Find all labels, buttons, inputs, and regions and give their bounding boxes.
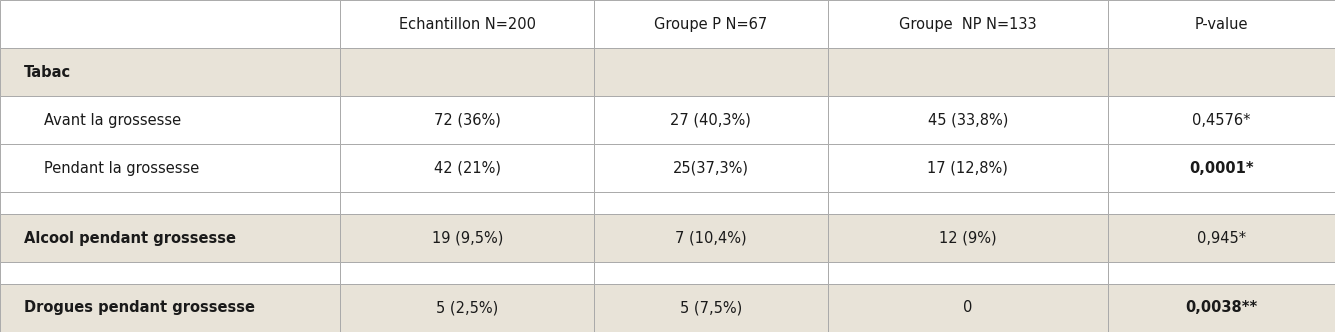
Bar — [1108, 96, 1335, 144]
Bar — [594, 284, 828, 332]
Text: Alcool pendant grossesse: Alcool pendant grossesse — [24, 231, 236, 246]
Text: 0,0001*: 0,0001* — [1189, 161, 1254, 176]
Bar — [0, 96, 340, 144]
Bar — [828, 144, 1108, 193]
Text: 5 (7,5%): 5 (7,5%) — [680, 300, 742, 315]
Bar — [594, 193, 828, 214]
Text: 25(37,3%): 25(37,3%) — [673, 161, 749, 176]
Text: 45 (33,8%): 45 (33,8%) — [928, 113, 1008, 128]
Text: 0,4576*: 0,4576* — [1192, 113, 1251, 128]
Bar — [1108, 214, 1335, 262]
Bar — [340, 48, 594, 96]
Bar — [594, 48, 828, 96]
Bar — [0, 144, 340, 193]
Bar — [340, 262, 594, 284]
Bar — [1108, 144, 1335, 193]
Bar — [0, 284, 340, 332]
Bar — [828, 48, 1108, 96]
Bar — [828, 193, 1108, 214]
Bar — [828, 96, 1108, 144]
Bar — [0, 262, 340, 284]
Bar — [0, 214, 340, 262]
Text: 42 (21%): 42 (21%) — [434, 161, 501, 176]
Bar — [1108, 284, 1335, 332]
Text: 0,945*: 0,945* — [1197, 231, 1246, 246]
Text: 0: 0 — [963, 300, 973, 315]
Bar — [1108, 193, 1335, 214]
Text: 19 (9,5%): 19 (9,5%) — [431, 231, 503, 246]
Bar — [594, 96, 828, 144]
Text: 27 (40,3%): 27 (40,3%) — [670, 113, 752, 128]
Text: Groupe  NP N=133: Groupe NP N=133 — [898, 17, 1037, 32]
Text: 12 (9%): 12 (9%) — [939, 231, 997, 246]
Bar — [340, 0, 594, 48]
Bar — [1108, 48, 1335, 96]
Bar — [594, 0, 828, 48]
Bar — [0, 193, 340, 214]
Text: Pendant la grossesse: Pendant la grossesse — [44, 161, 199, 176]
Text: Groupe P N=67: Groupe P N=67 — [654, 17, 768, 32]
Text: 7 (10,4%): 7 (10,4%) — [676, 231, 746, 246]
Bar — [594, 144, 828, 193]
Text: Echantillon N=200: Echantillon N=200 — [399, 17, 535, 32]
Bar — [340, 96, 594, 144]
Text: 0,0038**: 0,0038** — [1185, 300, 1258, 315]
Bar — [828, 0, 1108, 48]
Bar — [340, 144, 594, 193]
Bar — [828, 284, 1108, 332]
Bar — [594, 214, 828, 262]
Bar — [594, 262, 828, 284]
Bar — [1108, 0, 1335, 48]
Text: Tabac: Tabac — [24, 65, 71, 80]
Text: 5 (2,5%): 5 (2,5%) — [437, 300, 498, 315]
Text: Drogues pendant grossesse: Drogues pendant grossesse — [24, 300, 255, 315]
Bar — [828, 214, 1108, 262]
Text: P-value: P-value — [1195, 17, 1248, 32]
Text: 17 (12,8%): 17 (12,8%) — [928, 161, 1008, 176]
Bar — [1108, 262, 1335, 284]
Bar — [340, 214, 594, 262]
Bar — [0, 48, 340, 96]
Text: Avant la grossesse: Avant la grossesse — [44, 113, 182, 128]
Text: 72 (36%): 72 (36%) — [434, 113, 501, 128]
Bar — [828, 262, 1108, 284]
Bar — [0, 0, 340, 48]
Bar — [340, 193, 594, 214]
Bar — [340, 284, 594, 332]
